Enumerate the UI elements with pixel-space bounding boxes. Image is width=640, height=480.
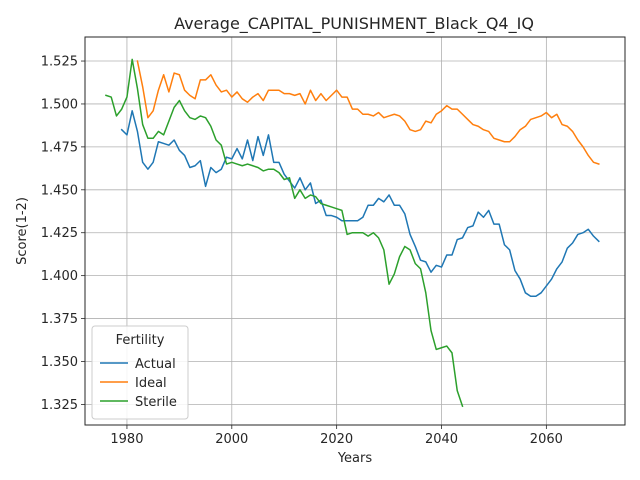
x-axis-ticks: 1980 2000 2020 2040 2060 [110, 425, 563, 447]
plot-frame [84, 36, 626, 426]
legend-label-actual: Actual [135, 357, 176, 372]
legend-title: Fertility [116, 333, 165, 348]
y-axis-ticks: 1.325 1.350 1.375 1.400 1.425 1.450 1.475 1.500… [41, 55, 85, 413]
legend: Fertility Actual Ideal Sterile [91, 325, 189, 420]
y-tick-label: 1.400 [41, 269, 78, 284]
y-tick-label: 1.475 [41, 140, 78, 155]
series-line-ideal [136, 60, 600, 165]
x-tick-label: 2000 [215, 432, 248, 447]
y-tick-label: 1.450 [41, 183, 78, 198]
y-axis-title: Score(1-2) [15, 197, 30, 265]
chart-title: Average_CAPITAL_PUNISHMENT_Black_Q4_IQ [174, 14, 534, 34]
y-tick-label: 1.500 [41, 97, 78, 112]
legend-label-ideal: Ideal [135, 376, 167, 391]
series-lines [105, 58, 600, 408]
series-line-actual [120, 110, 600, 297]
y-tick-label: 1.525 [41, 55, 78, 70]
legend-label-sterile: Sterile [135, 395, 177, 410]
legend-box [91, 325, 189, 420]
series-line-sterile [105, 58, 464, 408]
y-tick-label: 1.325 [41, 398, 78, 413]
x-tick-label: 2060 [530, 432, 563, 447]
x-axis-title: Years [337, 451, 373, 466]
y-tick-label: 1.350 [41, 355, 78, 370]
x-tick-label: 2020 [320, 432, 353, 447]
y-tick-label: 1.375 [41, 312, 78, 327]
y-tick-label: 1.425 [41, 226, 78, 241]
x-tick-label: 2040 [425, 432, 458, 447]
x-tick-label: 1980 [110, 432, 143, 447]
